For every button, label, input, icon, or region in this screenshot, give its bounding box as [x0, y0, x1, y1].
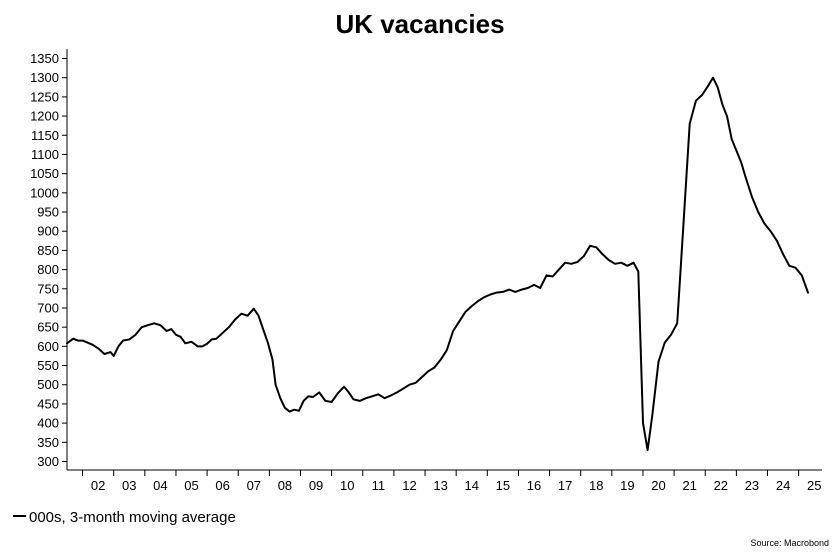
y-tick-label: 1200	[30, 109, 59, 124]
y-tick-label: 750	[37, 281, 59, 296]
source-note: Source: Macrobond	[750, 538, 829, 548]
x-tick-label: 18	[589, 478, 603, 493]
x-tick-label: 24	[776, 478, 790, 493]
x-tick-label: 08	[278, 478, 292, 493]
x-tick-label: 03	[122, 478, 136, 493]
x-tick-label: 10	[340, 478, 354, 493]
legend-label: 000s, 3-month moving average	[29, 509, 236, 526]
series-line-0	[66, 76, 809, 451]
y-tick-label: 950	[37, 205, 59, 220]
y-tick-label: 600	[37, 339, 59, 354]
y-tick-label: 1050	[30, 166, 59, 181]
y-tick-label: 550	[37, 358, 59, 373]
x-tick-label: 21	[682, 478, 696, 493]
x-tick-label: 15	[496, 478, 510, 493]
y-tick-label: 500	[37, 377, 59, 392]
x-tick-label: 14	[465, 478, 479, 493]
x-tick-label: 11	[372, 478, 386, 493]
x-tick-label: 22	[714, 478, 728, 493]
x-tick-label: 12	[402, 478, 416, 493]
y-tick-label: 1150	[31, 128, 59, 143]
chart-title: UK vacancies	[335, 9, 504, 39]
legend: 000s, 3-month moving average	[13, 509, 236, 526]
x-tick-label: 17	[558, 478, 572, 493]
y-tick-label: 850	[37, 243, 59, 258]
x-tick-label: 16	[527, 478, 541, 493]
x-tick-label: 13	[433, 478, 447, 493]
y-tick-label: 900	[37, 224, 59, 239]
y-tick-label: 350	[37, 435, 59, 450]
y-tick-label: 1250	[30, 89, 59, 104]
x-tick-label: 20	[651, 478, 665, 493]
x-tick-label: 07	[247, 478, 261, 493]
y-tick-label: 300	[37, 454, 59, 469]
x-axis: 02 03 04 05 06 07 08 09 10 11 12 13 14 15 16 17 18 19 20 21…	[67, 469, 822, 493]
y-tick-label: 800	[37, 262, 59, 277]
y-tick-label: 650	[37, 320, 59, 335]
y-tick-label: 1000	[30, 185, 59, 200]
y-tick-label: 1350	[30, 51, 59, 66]
y-tick-label: 400	[37, 416, 59, 431]
x-tick-label: 23	[745, 478, 759, 493]
x-tick-label: 25	[807, 478, 821, 493]
y-tick-label: 1300	[30, 70, 59, 85]
x-tick-label: 05	[184, 478, 198, 493]
x-tick-label: 02	[91, 478, 105, 493]
x-tick-label: 04	[153, 478, 167, 493]
y-tick-label: 1100	[31, 147, 59, 162]
x-tick-label: 19	[620, 478, 634, 493]
y-axis: 300 350 400 450 500 550 600 650 700 750 800 850 900 9…	[30, 49, 68, 470]
y-tick-label: 450	[37, 396, 59, 411]
y-tick-label: 700	[37, 300, 59, 315]
x-tick-label: 09	[309, 478, 323, 493]
x-tick-label: 06	[215, 478, 229, 493]
series-layer	[66, 76, 809, 451]
